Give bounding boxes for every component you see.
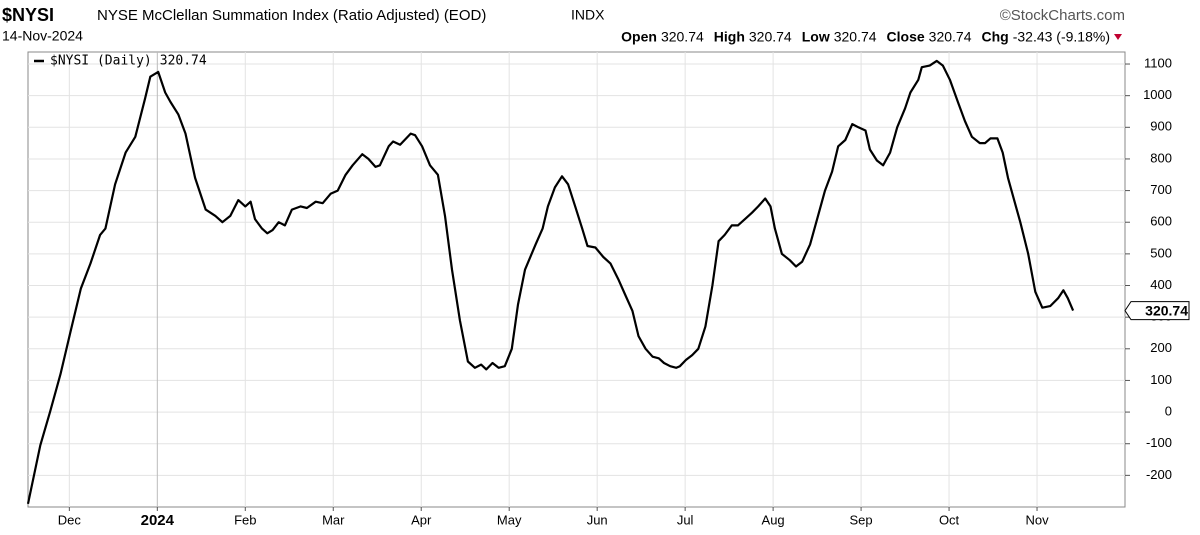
- x-tick-label: Jun: [587, 512, 608, 527]
- y-tick-label: 1100: [1144, 55, 1172, 70]
- y-tick-label: 600: [1150, 214, 1172, 229]
- quote-value: 320.74: [929, 29, 972, 45]
- y-tick-label: 800: [1150, 150, 1172, 165]
- y-tick-label: 200: [1150, 340, 1172, 355]
- series-line: [26, 59, 1075, 505]
- y-tick-label: 0: [1165, 404, 1172, 419]
- quote-label: Open: [621, 29, 657, 45]
- x-tick-label: Jul: [677, 512, 694, 527]
- quote-value: 320.74: [749, 29, 792, 45]
- chart-title: NYSE McClellan Summation Index (Ratio Ad…: [97, 7, 486, 24]
- exchange: INDX: [571, 7, 605, 23]
- quote-value: 320.74: [834, 29, 877, 45]
- y-tick-label: -200: [1146, 467, 1172, 482]
- x-tick-label: May: [497, 512, 522, 527]
- x-tick-label: Aug: [762, 512, 785, 527]
- legend-value: 320.74: [160, 54, 207, 69]
- y-tick-label: 500: [1150, 245, 1172, 260]
- y-tick-label: 1000: [1143, 87, 1172, 102]
- y-tick-label: -100: [1146, 435, 1172, 450]
- quote-value: -32.43 (-9.18%): [1013, 29, 1110, 45]
- x-tick-label: Dec: [58, 512, 82, 527]
- quote-label: Low: [802, 29, 830, 45]
- quote-label: High: [714, 29, 745, 45]
- y-tick-label: 700: [1150, 182, 1172, 197]
- date: 14-Nov-2024: [2, 28, 83, 44]
- last-value-tag: [1124, 301, 1190, 321]
- source: ©StockCharts.com: [1000, 7, 1125, 24]
- last-value-label: 320.74: [1145, 302, 1188, 318]
- y-tick-label: 100: [1150, 372, 1172, 387]
- symbol: $NYSI: [2, 5, 54, 25]
- x-tick-label: Apr: [411, 512, 432, 527]
- x-tick-label: Oct: [939, 512, 960, 527]
- y-tick-label: 900: [1150, 119, 1172, 134]
- y-tick-label: 400: [1150, 277, 1172, 292]
- x-tick-label: Sep: [850, 512, 873, 527]
- quote-value: 320.74: [661, 29, 704, 45]
- quote-label: Close: [887, 29, 925, 45]
- x-tick-label: Nov: [1025, 512, 1049, 527]
- x-tick-label: Feb: [234, 512, 256, 527]
- x-tick-label: Mar: [322, 512, 345, 527]
- legend-label: $NYSI (Daily): [50, 54, 152, 69]
- x-tick-label: 2024: [141, 512, 175, 529]
- plot-frame: [27, 51, 1126, 508]
- change-arrow: [1114, 34, 1122, 40]
- quote-label: Chg: [982, 29, 1009, 45]
